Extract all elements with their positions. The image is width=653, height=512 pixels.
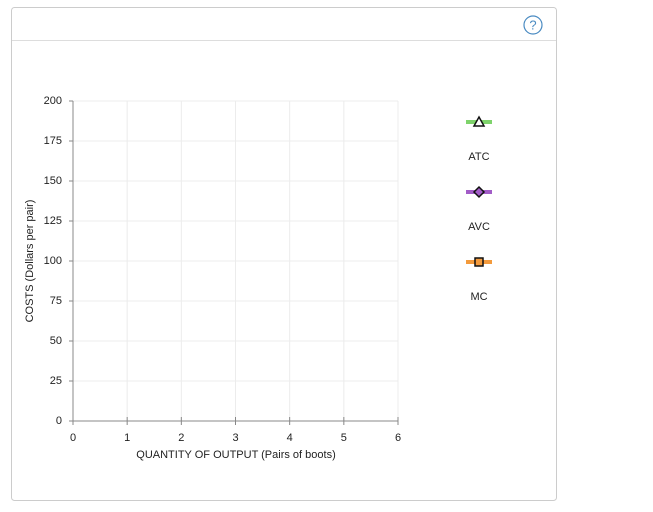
y-tick-label: 200 xyxy=(44,95,62,107)
x-tick-label: 4 xyxy=(287,432,293,444)
x-tick-label: 3 xyxy=(232,432,238,444)
legend-label: ATC xyxy=(468,151,489,163)
y-tick-label: 50 xyxy=(50,335,62,347)
x-tick-label: 6 xyxy=(395,432,401,444)
y-tick-label: 125 xyxy=(44,215,62,227)
x-axis-label: QUANTITY OF OUTPUT (Pairs of boots) xyxy=(136,449,335,461)
legend-marker xyxy=(474,257,484,267)
legend-marker xyxy=(472,185,486,199)
y-tick-label: 75 xyxy=(50,295,62,307)
y-tick-label: 150 xyxy=(44,175,62,187)
legend-label: MC xyxy=(470,291,487,303)
y-axis-label: COSTS (Dollars per pair) xyxy=(24,200,36,323)
panel xyxy=(11,7,557,501)
help-button[interactable] xyxy=(523,15,543,35)
x-tick-label: 2 xyxy=(178,432,184,444)
y-tick-label: 175 xyxy=(44,135,62,147)
legend-label: AVC xyxy=(468,221,490,233)
x-tick-label: 5 xyxy=(341,432,347,444)
legend-marker xyxy=(472,115,486,127)
y-tick-label: 25 xyxy=(50,375,62,387)
x-tick-label: 0 xyxy=(70,432,76,444)
y-tick-label: 0 xyxy=(56,415,62,427)
x-tick-label: 1 xyxy=(124,432,130,444)
help-icon[interactable]: ? xyxy=(529,17,536,32)
y-tick-label: 100 xyxy=(44,255,62,267)
